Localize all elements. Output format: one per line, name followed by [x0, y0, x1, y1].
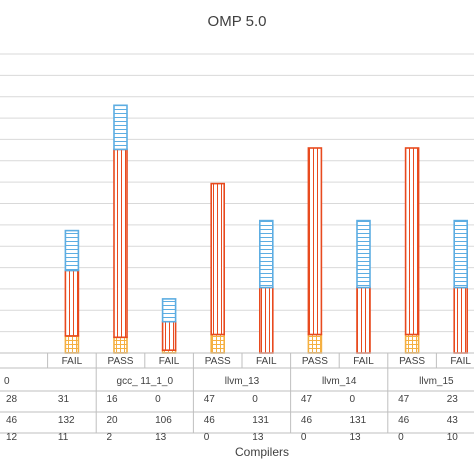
bar-segment-1 — [64, 335, 80, 354]
category-label: PASS — [302, 356, 328, 367]
group-label: 0 — [4, 376, 10, 387]
table-cell: 20 — [107, 415, 119, 426]
bar-segment-1 — [113, 336, 128, 354]
table-cell: 47 — [301, 394, 313, 405]
table-cell: 46 — [204, 415, 216, 426]
table-cell: 0 — [204, 432, 210, 443]
bar-segment-1 — [307, 333, 323, 354]
table-cell: 10 — [447, 432, 459, 443]
group-label: llvm_14 — [322, 376, 357, 387]
table-cell: 0 — [398, 432, 404, 443]
table-cell: 46 — [6, 415, 18, 426]
bar-segment-3 — [356, 219, 371, 289]
bar-segment-3 — [113, 104, 128, 151]
table-cell: 16 — [107, 394, 119, 405]
table-cell: 0 — [350, 394, 356, 405]
table-cell: 13 — [155, 432, 167, 443]
table-cell: 0 — [301, 432, 307, 443]
bar-segment-3 — [258, 219, 274, 289]
table-cell: 0 — [252, 394, 258, 405]
bar-segment-2 — [210, 182, 225, 336]
bar-segment-1 — [210, 333, 225, 354]
table-cell: 2 — [107, 432, 113, 443]
table-cell: 31 — [58, 394, 70, 405]
bar-segment-3 — [161, 298, 177, 323]
bar-segment-2 — [258, 286, 274, 354]
table-cell: 46 — [301, 415, 313, 426]
bar-segment-2 — [307, 147, 323, 336]
table-cell: 13 — [350, 432, 362, 443]
bar-segment-2 — [453, 286, 469, 354]
group-label: llvm_13 — [225, 376, 260, 387]
table-cell: 23 — [447, 394, 459, 405]
table-cell: 28 — [6, 394, 18, 405]
group-label: gcc_ 11_1_0 — [117, 376, 174, 387]
x-axis-label: Compilers — [235, 445, 289, 459]
bar-segment-3 — [453, 219, 469, 289]
bars — [64, 104, 469, 354]
category-label: PASS — [205, 356, 231, 367]
table-cell: 132 — [58, 415, 75, 426]
table-cell: 131 — [252, 415, 269, 426]
bar-segment-2 — [404, 147, 420, 336]
bar-segment-2 — [161, 320, 177, 352]
table-cell: 46 — [398, 415, 410, 426]
bar-segment-1 — [404, 333, 420, 354]
table-cell: 106 — [155, 415, 172, 426]
category-label: FAIL — [256, 356, 277, 367]
bar-segment-3 — [64, 229, 80, 272]
group-label: llvm_15 — [419, 376, 454, 387]
chart-title: OMP 5.0 — [208, 13, 267, 30]
category-label: FAIL — [353, 356, 374, 367]
category-label: PASS — [399, 356, 425, 367]
bar-segment-2 — [113, 148, 128, 339]
bar-segment-2 — [356, 286, 371, 354]
bar-segment-2 — [64, 269, 80, 337]
table-cell: 11 — [58, 432, 69, 443]
category-label: FAIL — [159, 356, 180, 367]
category-label: FAIL — [62, 356, 83, 367]
table-cell: 131 — [350, 415, 367, 426]
table-cell: 47 — [398, 394, 410, 405]
table-cell: 47 — [204, 394, 216, 405]
table-cell: 0 — [155, 394, 161, 405]
table-cell: 13 — [252, 432, 264, 443]
category-label: PASS — [108, 356, 134, 367]
category-label: FAIL — [450, 356, 471, 367]
table-cell: 12 — [6, 432, 18, 443]
data-table: FAIL 0 PASS FAIL gcc_ 11_1_0 PASS FAIL llvm_13 P… — [0, 352, 474, 443]
table-cell: 43 — [447, 415, 459, 426]
